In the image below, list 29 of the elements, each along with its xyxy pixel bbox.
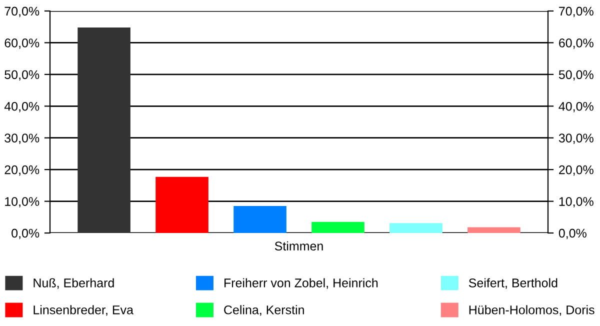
text: 40,0% <box>558 102 594 112</box>
bar <box>156 176 208 233</box>
text: 30,0% <box>558 134 594 144</box>
text: 50,0% <box>558 70 594 81</box>
y-tick-label: 50,0% <box>4 70 40 81</box>
bar <box>468 227 520 233</box>
y-tick-label: 20,0% <box>4 165 40 176</box>
text: 10,0% <box>559 197 594 208</box>
y-tick-label: 60,0% <box>4 38 40 49</box>
legend-label: Hüben-Holomos, Doris <box>469 305 594 316</box>
legend-label: Freiherr von Zobel, Heinrich <box>224 278 378 289</box>
y-tick-label: 40,0% <box>4 102 40 112</box>
text: 70,0% <box>559 6 594 18</box>
text: 0,0% <box>558 228 586 240</box>
bar <box>390 223 442 233</box>
text: 60,0% <box>559 38 594 49</box>
y-tick-label: 70,0% <box>4 6 40 18</box>
y-tick-label: 0,0% <box>12 228 40 240</box>
x-tick-label: Stimmen <box>274 241 323 251</box>
legend-label: Linsenbreder, Eva <box>34 305 134 316</box>
bar <box>78 27 130 233</box>
legend-label: Nuß, Eberhard <box>34 278 114 289</box>
legend-label: Seifert, Berthold <box>468 278 558 289</box>
y-tick-label: 10,0% <box>5 197 40 208</box>
y-tick-label: 30,0% <box>4 134 40 144</box>
legend-label: Celina, Kerstin <box>224 305 304 316</box>
text: 20,0% <box>559 165 594 176</box>
bar <box>312 222 364 233</box>
bar <box>234 206 286 233</box>
